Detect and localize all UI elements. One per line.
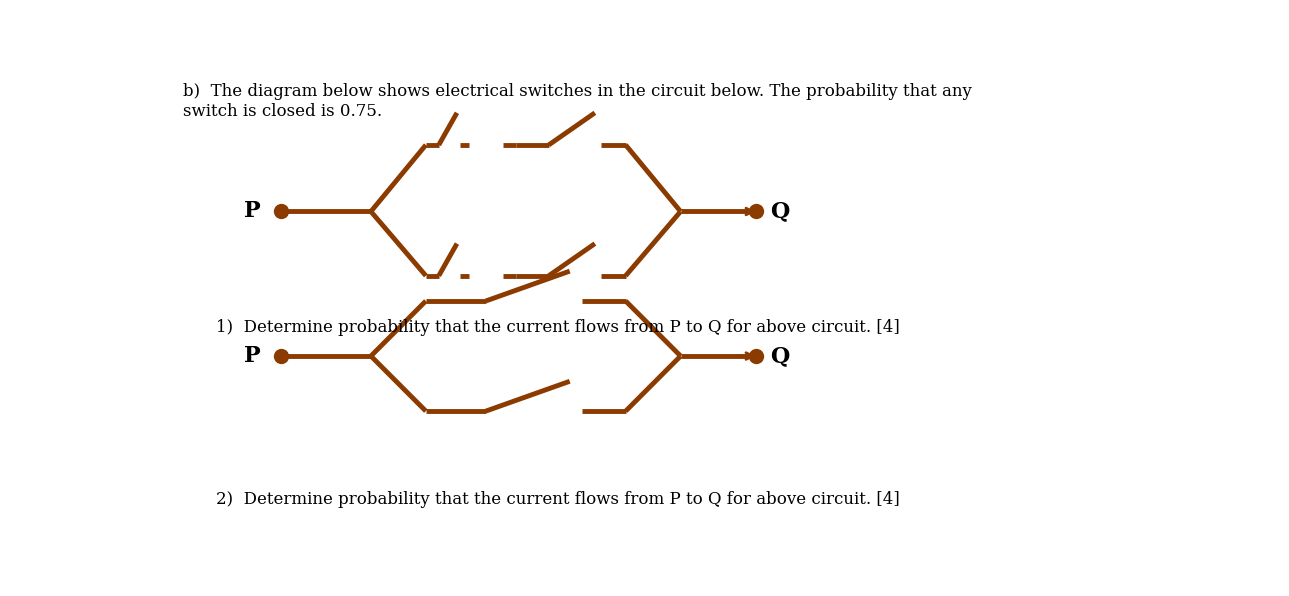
Text: P: P <box>245 345 260 367</box>
Text: P: P <box>245 200 260 222</box>
Text: 1)  Determine probability that the current flows from P to Q for above circuit. : 1) Determine probability that the curren… <box>217 319 900 336</box>
Text: Q: Q <box>771 200 790 222</box>
Text: Q: Q <box>771 345 790 367</box>
Point <box>745 207 766 216</box>
Point <box>271 207 291 216</box>
Text: 2)  Determine probability that the current flows from P to Q for above circuit. : 2) Determine probability that the curren… <box>217 492 900 508</box>
Point <box>271 351 291 361</box>
Text: b)  The diagram below shows electrical switches in the circuit below. The probab: b) The diagram below shows electrical sw… <box>183 83 972 120</box>
Point <box>745 351 766 361</box>
